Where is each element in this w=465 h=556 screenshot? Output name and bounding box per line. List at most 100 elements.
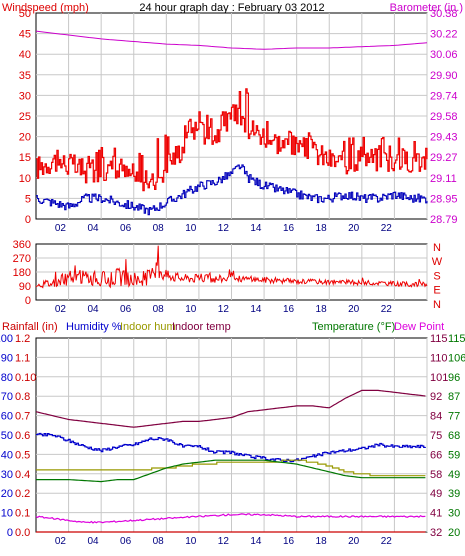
barometer-tick-label: 29.43 bbox=[430, 132, 458, 144]
windspeed-axis-title: Windspeed (mph) bbox=[2, 2, 89, 14]
x-tick-label: 22 bbox=[381, 304, 393, 315]
x-tick-label: 08 bbox=[153, 304, 165, 315]
average-wind-series-line bbox=[36, 164, 428, 216]
dew-point-series-line bbox=[35, 513, 426, 524]
x-tick-label: 06 bbox=[120, 223, 132, 234]
dew-point-tick-label: 106 bbox=[448, 352, 465, 364]
barometer-tick-label: 30.06 bbox=[430, 49, 458, 61]
dew-point-tick-label: 59 bbox=[448, 449, 460, 461]
x-tick-label: 06 bbox=[120, 304, 132, 315]
indoor-temp-series-line bbox=[35, 389, 426, 428]
rainfall-tick-label: 0.0 bbox=[15, 527, 30, 539]
humidity-tick-label: 50 bbox=[1, 430, 13, 442]
windspeed-series-line bbox=[36, 88, 428, 192]
humidity-tick-label: 40 bbox=[1, 449, 13, 461]
barometer-axis-title: Barometer (in.) bbox=[390, 2, 463, 14]
rainfall-tick-label: 0.1 bbox=[15, 508, 30, 520]
barometer-series-line bbox=[35, 30, 428, 50]
barometer-tick-label: 29.27 bbox=[430, 152, 458, 164]
humidity-tick-label: 80 bbox=[1, 372, 13, 384]
barometer-tick-label: 29.11 bbox=[430, 173, 457, 185]
barometer-tick-label: 29.58 bbox=[430, 111, 458, 123]
dew-point-tick-label: 77 bbox=[448, 411, 460, 423]
compass-label: N bbox=[433, 242, 441, 254]
temperature-tick-label: 115 bbox=[430, 333, 448, 345]
rainfall-tick-label: 0.5 bbox=[15, 449, 30, 461]
humidity-series-line bbox=[36, 432, 426, 463]
dew-point-tick-label: 87 bbox=[448, 391, 460, 403]
temperature-axis-title: Temperature (°F) bbox=[312, 321, 395, 333]
rainfall-tick-label: 0.4 bbox=[15, 469, 30, 481]
chart-title: 24 hour graph day : February 03 2012 bbox=[139, 2, 324, 14]
rainfall-tick-label: 1.1 bbox=[15, 352, 30, 364]
rainfall-tick-label: 0.10 bbox=[15, 372, 36, 384]
rainfall-tick-label: 1.2 bbox=[15, 333, 30, 345]
compass-label: S bbox=[433, 270, 440, 282]
windspeed-tick-label: 25 bbox=[19, 111, 31, 123]
temperature-tick-label: 32 bbox=[430, 527, 442, 539]
humidity-tick-label: 20 bbox=[1, 488, 13, 500]
direction-tick-label: 0 bbox=[25, 295, 31, 307]
temperature-tick-label: 49 bbox=[430, 488, 442, 500]
humidity-tick-label: 100 bbox=[0, 333, 13, 345]
dew-point-tick-label: 68 bbox=[448, 430, 460, 442]
x-tick-label: 12 bbox=[218, 304, 230, 315]
humidity-tick-label: 10 bbox=[1, 508, 13, 520]
rainfall-axis-title: Rainfall (in) bbox=[2, 321, 58, 333]
x-tick-label: 04 bbox=[87, 304, 99, 315]
temperature-tick-label: 84 bbox=[430, 411, 442, 423]
windspeed-tick-label: 30 bbox=[19, 90, 31, 102]
windspeed-tick-label: 50 bbox=[19, 8, 31, 20]
humidity-tick-label: 30 bbox=[1, 469, 13, 481]
windspeed-tick-label: 40 bbox=[19, 49, 31, 61]
x-tick-label: 12 bbox=[218, 223, 230, 234]
compass-label: E bbox=[433, 285, 440, 297]
legend-indoor-temp: Indoor temp bbox=[172, 321, 231, 333]
direction-tick-label: 270 bbox=[13, 253, 31, 265]
barometer-tick-label: 28.79 bbox=[430, 214, 458, 226]
indoor-hum-series-line bbox=[36, 459, 426, 477]
x-tick-label: 14 bbox=[250, 304, 262, 315]
temperature-f-series-line bbox=[36, 459, 426, 483]
windspeed-tick-label: 5 bbox=[25, 193, 31, 205]
barometer-tick-label: 29.74 bbox=[430, 90, 458, 102]
x-tick-label: 04 bbox=[87, 223, 99, 234]
dew-point-tick-label: 115 bbox=[448, 333, 465, 345]
windspeed-tick-label: 20 bbox=[19, 132, 31, 144]
x-tick-label: 08 bbox=[153, 223, 165, 234]
direction-tick-label: 360 bbox=[13, 239, 31, 251]
humidity-tick-label: 70 bbox=[1, 391, 13, 403]
direction-tick-label: 90 bbox=[19, 281, 31, 293]
x-tick-label: 10 bbox=[185, 536, 197, 547]
compass-label: N bbox=[433, 299, 441, 311]
x-tick-label: 20 bbox=[348, 223, 360, 234]
wind-direction-series-line bbox=[35, 245, 428, 289]
temperature-tick-label: 75 bbox=[430, 430, 442, 442]
barometer-tick-label: 28.95 bbox=[430, 193, 458, 205]
dew-point-tick-label: 96 bbox=[448, 372, 460, 384]
windspeed-tick-label: 45 bbox=[19, 29, 31, 41]
dew-point-tick-label: 20 bbox=[448, 527, 460, 539]
temperature-tick-label: 41 bbox=[430, 508, 442, 520]
legend-dew-point: Dew Point bbox=[394, 321, 444, 333]
dew-point-tick-label: 49 bbox=[448, 469, 460, 481]
windspeed-tick-label: 10 bbox=[19, 173, 31, 185]
x-tick-label: 14 bbox=[250, 536, 262, 547]
x-tick-label: 16 bbox=[283, 223, 295, 234]
x-tick-label: 10 bbox=[185, 304, 197, 315]
humidity-tick-label: 90 bbox=[1, 352, 13, 364]
x-tick-label: 20 bbox=[348, 304, 360, 315]
x-tick-label: 08 bbox=[153, 536, 165, 547]
x-tick-label: 02 bbox=[55, 304, 67, 315]
x-tick-label: 06 bbox=[120, 536, 132, 547]
direction-tick-label: 180 bbox=[13, 267, 31, 279]
x-tick-label: 02 bbox=[55, 223, 67, 234]
rainfall-tick-label: 0.2 bbox=[15, 488, 30, 500]
x-tick-label: 22 bbox=[381, 536, 393, 547]
x-tick-label: 16 bbox=[283, 304, 295, 315]
x-tick-label: 16 bbox=[283, 536, 295, 547]
x-tick-label: 12 bbox=[218, 536, 230, 547]
rainfall-tick-label: 0.7 bbox=[15, 411, 30, 423]
windspeed-tick-label: 35 bbox=[19, 70, 31, 82]
